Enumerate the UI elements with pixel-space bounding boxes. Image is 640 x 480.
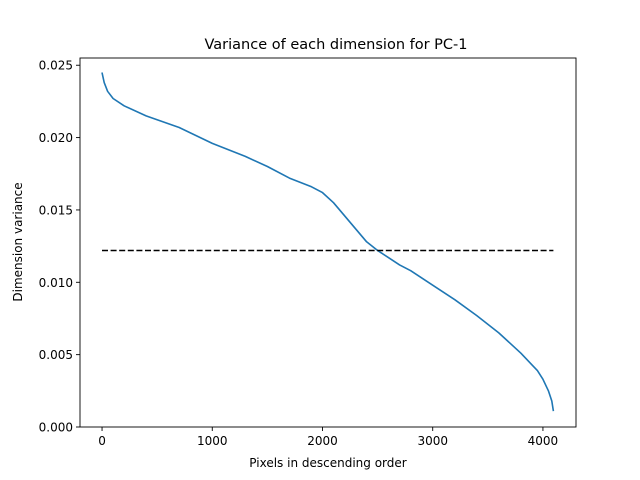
x-tick-label: 4000: [528, 434, 559, 448]
y-axis: 0.000 0.005 0.010 0.015 0.020 0.025: [39, 59, 80, 435]
y-tick-label: 0.020: [39, 131, 73, 145]
x-axis-label: Pixels in descending order: [249, 456, 406, 470]
x-tick-label: 3000: [417, 434, 448, 448]
plot-area: [101, 72, 555, 412]
y-tick-label: 0.025: [39, 59, 73, 73]
x-tick-label: 2000: [307, 434, 338, 448]
x-tick-label: 1000: [197, 434, 228, 448]
y-tick-label: 0.015: [39, 203, 73, 217]
chart-title: Variance of each dimension for PC-1: [204, 37, 467, 53]
y-axis-label: Dimension variance: [11, 182, 25, 301]
x-tick-label: 0: [98, 434, 106, 448]
variance-series-line: [101, 72, 555, 412]
y-tick-label: 0.005: [39, 348, 73, 362]
y-tick-label: 0.010: [39, 276, 73, 290]
x-axis: 0 1000 2000 3000 4000: [98, 427, 558, 448]
axes-frame: [79, 57, 577, 428]
y-tick-label: 0.000: [39, 421, 73, 435]
